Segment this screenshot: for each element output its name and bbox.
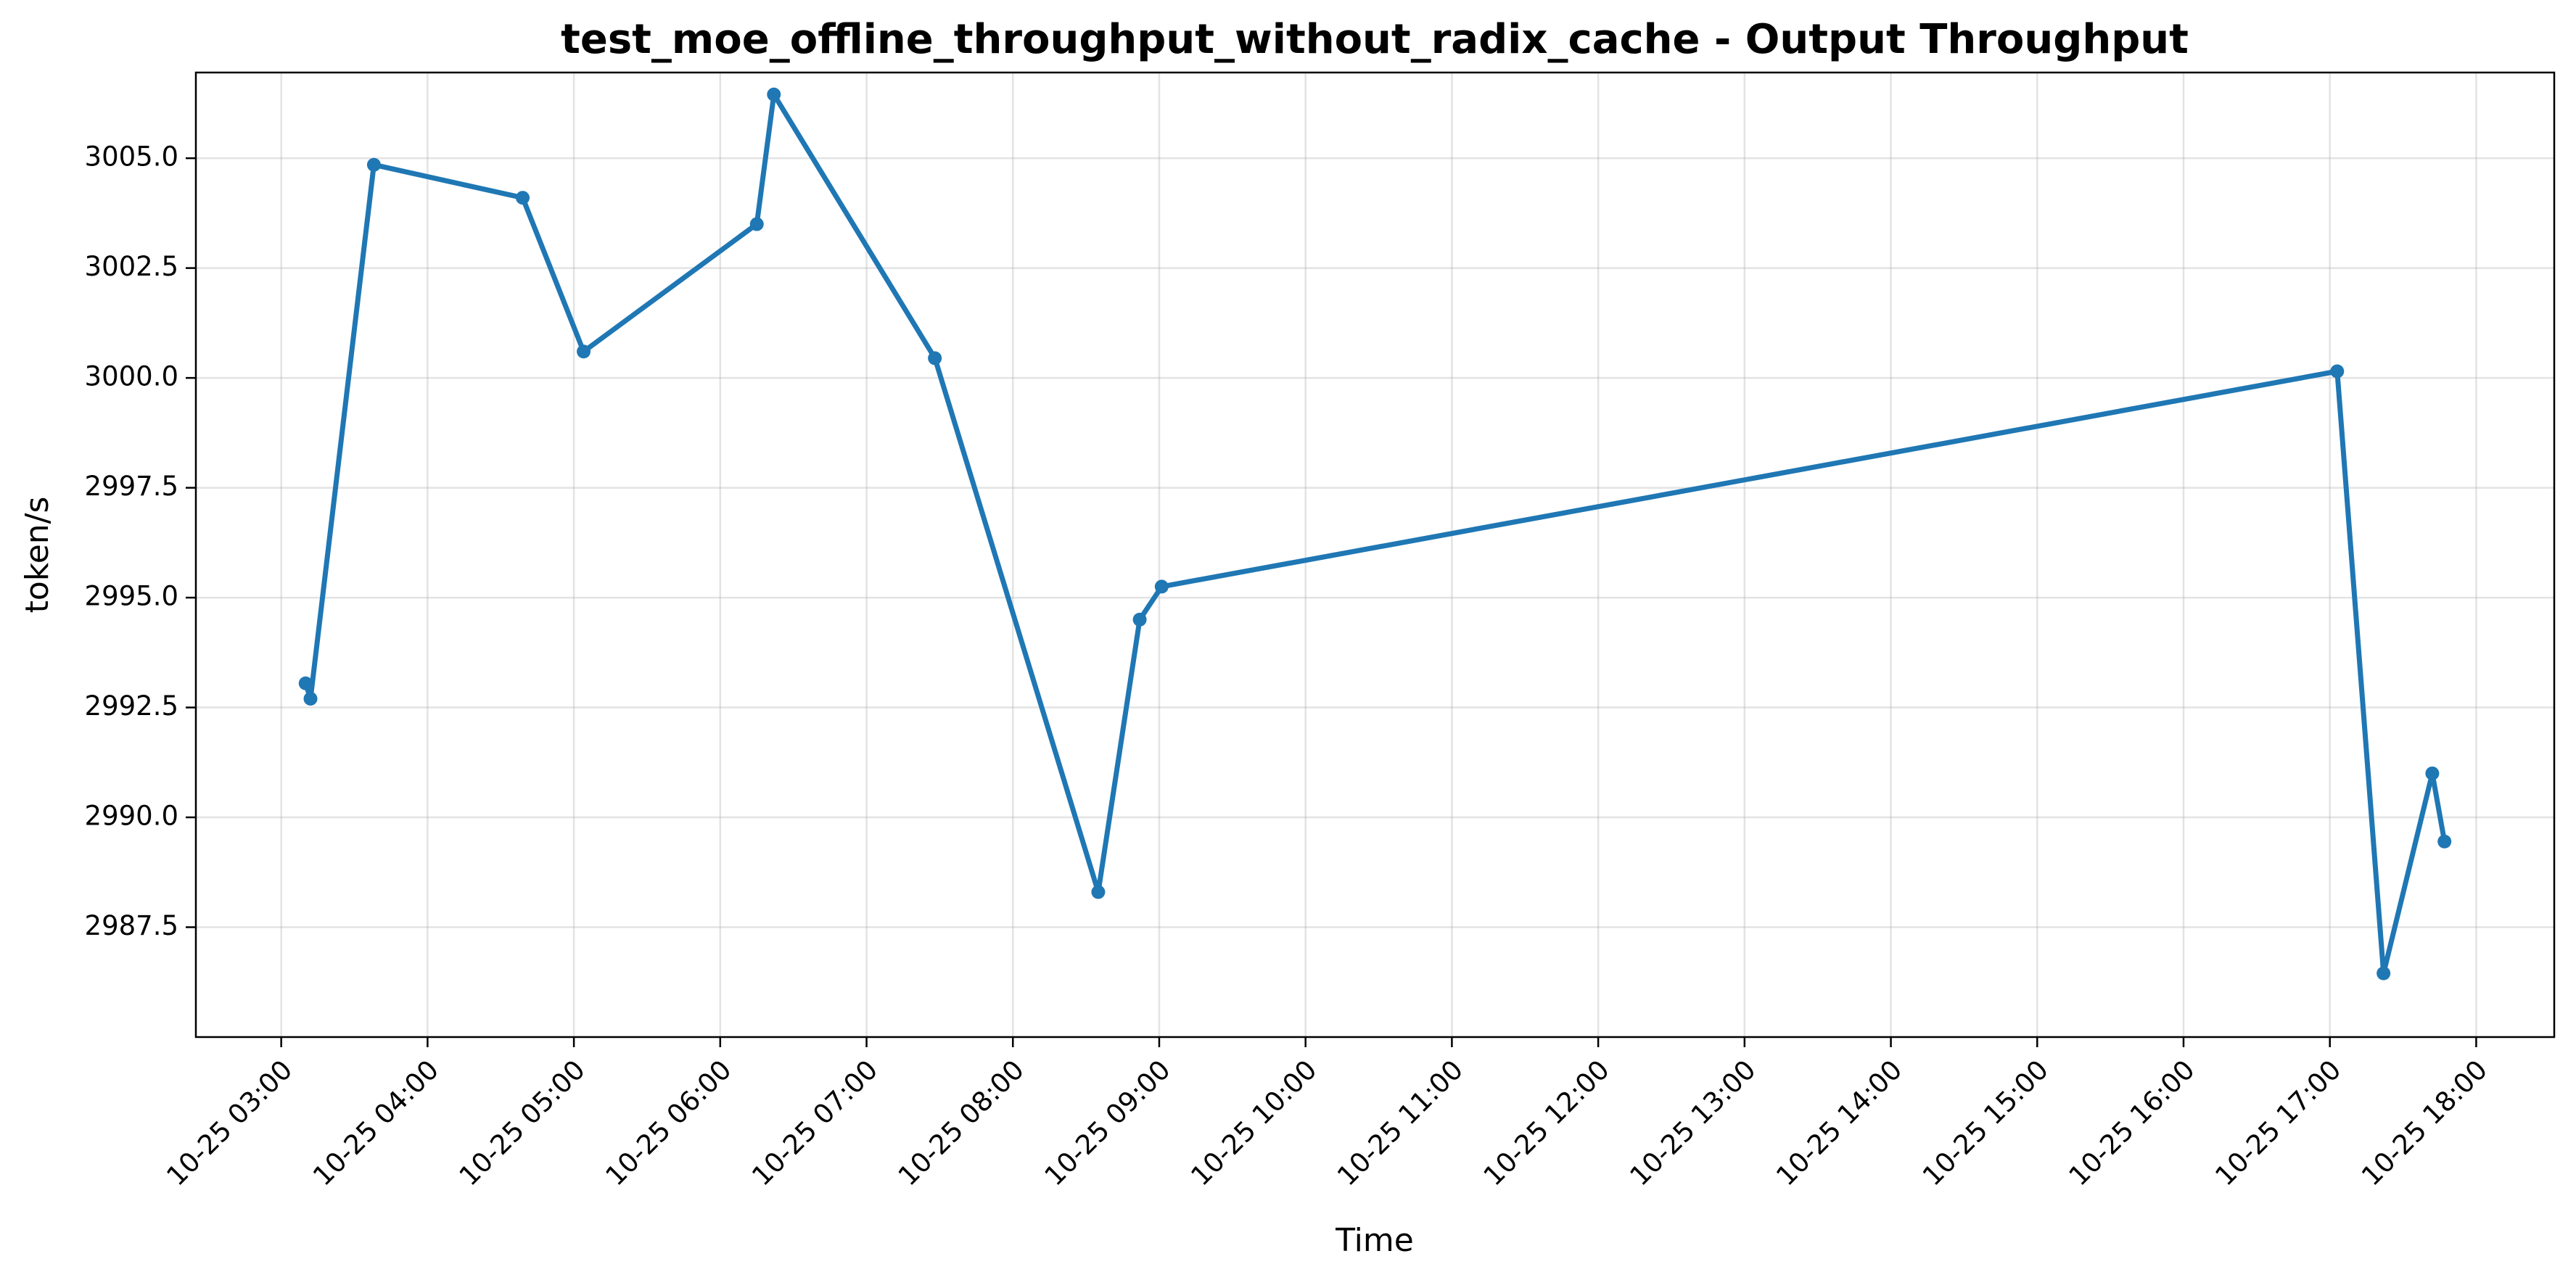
x-tick-label: 10-25 11:00	[1331, 1054, 1469, 1192]
chart-title: test_moe_offline_throughput_without_radi…	[561, 16, 2189, 63]
series-layer	[298, 87, 2452, 980]
x-tick-label: 10-25 16:00	[2063, 1054, 2201, 1192]
axis-ticks: 10-25 03:00 10-25 04:00 10-25 05:00 10-25 0…	[85, 141, 2494, 1192]
data-point	[1132, 612, 1147, 627]
y-tick-label: 3000.0	[85, 361, 178, 392]
data-point	[1154, 579, 1169, 594]
x-tick-label: 10-25 09:00	[1039, 1054, 1177, 1192]
y-axis-label: token/s	[19, 497, 56, 614]
x-tick-label: 10-25 15:00	[1917, 1054, 2054, 1192]
grid-lines	[196, 73, 2554, 1037]
x-tick-label: 10-25 10:00	[1185, 1054, 1322, 1192]
series-line	[303, 91, 2448, 976]
x-tick-label: 10-25 07:00	[746, 1054, 884, 1192]
data-point	[298, 676, 313, 690]
data-point	[749, 217, 764, 231]
x-axis-label: Time	[1335, 1222, 1414, 1259]
data-point	[2425, 766, 2440, 780]
x-tick-label: 10-25 08:00	[892, 1054, 1030, 1192]
x-tick-label: 10-25 06:00	[599, 1054, 737, 1192]
x-tick-label: 10-25 12:00	[1478, 1054, 1616, 1192]
x-tick-label: 10-25 04:00	[307, 1054, 445, 1192]
plot-frame	[194, 71, 2556, 1039]
data-point	[2437, 834, 2452, 848]
data-point	[2377, 966, 2391, 980]
y-tick-label: 2990.0	[85, 801, 178, 832]
x-tick-label: 10-25 18:00	[2355, 1054, 2493, 1192]
x-tick-label: 10-25 17:00	[2209, 1054, 2347, 1192]
y-tick-label: 2987.5	[85, 910, 178, 941]
data-point	[1091, 885, 1106, 899]
y-tick-label: 2997.5	[85, 471, 178, 502]
data-point	[516, 191, 530, 205]
data-point	[928, 351, 942, 366]
data-point	[366, 157, 381, 172]
y-tick-label: 2992.5	[85, 690, 178, 722]
data-point	[767, 87, 781, 102]
y-tick-label: 3002.5	[85, 251, 178, 282]
x-tick-label: 10-25 14:00	[1770, 1054, 1908, 1192]
x-tick-label: 10-25 05:00	[453, 1054, 591, 1192]
y-tick-label: 3005.0	[85, 141, 178, 173]
y-tick-label: 2995.0	[85, 581, 178, 612]
data-point	[577, 344, 591, 359]
data-point	[2330, 364, 2345, 379]
x-tick-label: 10-25 03:00	[160, 1054, 298, 1192]
x-tick-label: 10-25 13:00	[1624, 1054, 1761, 1192]
data-point	[303, 691, 318, 706]
